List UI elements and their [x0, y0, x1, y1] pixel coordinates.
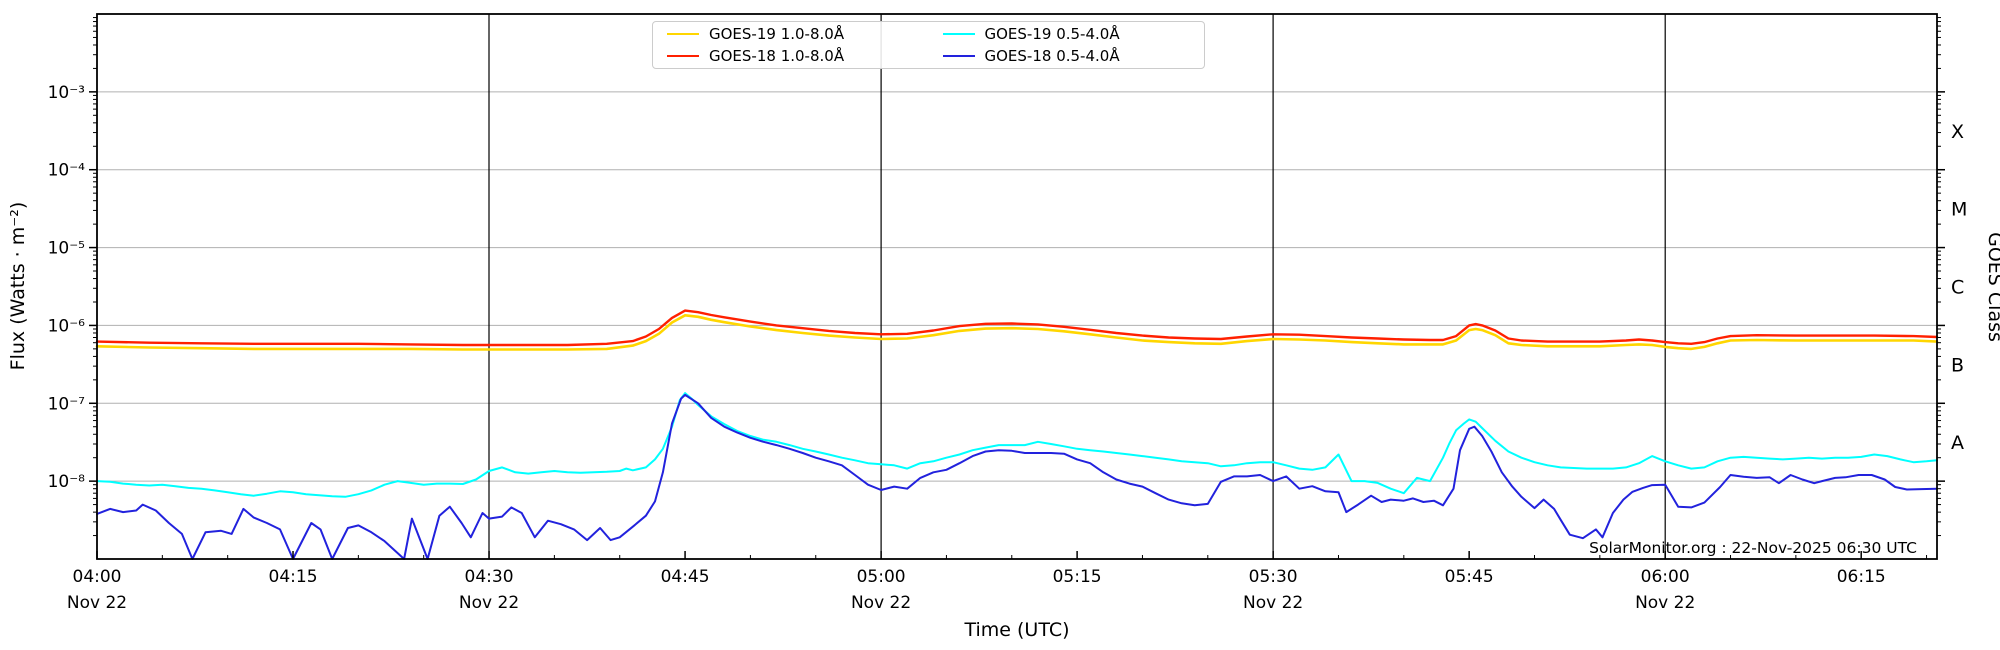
legend-label: GOES-19 1.0-8.0Å [709, 25, 845, 43]
axes-spines [96, 13, 1938, 560]
axis-tick-labels: 10⁻³ 10⁻⁴ 10⁻⁵ 10⁻⁶ 10⁻⁷ 10⁻⁸ 04:00 Nov 22 04:15… [48, 83, 1968, 613]
x-tick-label: 06:00 [1641, 567, 1690, 587]
x-tick-label: 05:30 [1249, 567, 1298, 587]
y-tick-label: 10⁻⁶ [48, 316, 86, 336]
y-axis-title-left: Flux (Watts · m⁻²) [7, 202, 29, 371]
legend-item-goes18-short: GOES-18 0.5-4.0Å [942, 47, 1191, 66]
y-axis-title-right: GOES Class [1984, 232, 2000, 342]
y-tick-label: 10⁻⁵ [48, 239, 85, 259]
gridlines [97, 91, 1937, 482]
x-tick-label: 05:00 [857, 567, 906, 587]
axis-ticks [89, 17, 1945, 559]
plot-border [96, 13, 1938, 560]
x-axis-title: Time (UTC) [963, 619, 1069, 641]
x-tick-date-label: Nov 22 [851, 593, 911, 613]
goes-class-label-b: B [1951, 354, 1964, 376]
y-tick-label: 10⁻³ [48, 83, 85, 103]
legend-item-goes19-long: GOES-19 1.0-8.0Å [667, 25, 915, 44]
legend-label: GOES-18 1.0-8.0Å [709, 47, 845, 65]
x-tick-label: 04:45 [661, 567, 710, 587]
x-tick-date-label: Nov 22 [1635, 593, 1695, 613]
x-tick-label: 04:00 [73, 567, 122, 587]
y-tick-label: 10⁻⁷ [48, 394, 86, 414]
x-tick-label: 06:15 [1837, 567, 1886, 587]
goes-class-label-a: A [1951, 432, 1964, 454]
watermark-text: SolarMonitor.org : 22-Nov-2025 06:30 UTC [1589, 539, 1917, 557]
legend: GOES-19 1.0-8.0Å GOES-18 1.0-8.0Å GOES-1… [652, 21, 1205, 69]
series-line-goes19-short [96, 392, 1938, 498]
y-tick-label: 10⁻⁸ [48, 472, 86, 492]
goes-class-label-c: C [1951, 277, 1964, 299]
legend-column-2: GOES-19 0.5-4.0Å GOES-18 0.5-4.0Å [942, 25, 1191, 66]
series-line-goes18-long [95, 309, 1939, 347]
legend-swatch-cyan-line-icon [942, 33, 975, 35]
goes-class-label-x: X [1951, 121, 1964, 143]
series-line-goes18-short [96, 393, 1938, 560]
x-tick-date-label: Nov 22 [1243, 593, 1303, 613]
x-tick-label: 05:45 [1445, 567, 1494, 587]
series-line-goes19-long [95, 313, 1939, 351]
x-tick-label: 04:30 [465, 567, 514, 587]
y-tick-label: 10⁻⁴ [48, 161, 86, 181]
goes-class-label-m: M [1951, 199, 1967, 221]
legend-label: GOES-18 0.5-4.0Å [984, 47, 1120, 65]
flux-series [95, 309, 1939, 560]
x-tick-label: 04:15 [269, 567, 318, 587]
legend-column-1: GOES-19 1.0-8.0Å GOES-18 1.0-8.0Å [667, 25, 915, 66]
legend-item-goes18-long: GOES-18 1.0-8.0Å [667, 47, 915, 66]
legend-item-goes19-short: GOES-19 0.5-4.0Å [942, 25, 1191, 44]
x-tick-date-label: Nov 22 [67, 593, 127, 613]
x-tick-date-label: Nov 22 [459, 593, 519, 613]
legend-swatch-red-line-icon [667, 55, 699, 57]
legend-label: GOES-19 0.5-4.0Å [984, 25, 1120, 43]
x-tick-label: 05:15 [1053, 567, 1102, 587]
legend-swatch-yellow-line-icon [667, 33, 699, 35]
legend-swatch-blue-line-icon [942, 55, 975, 57]
vertical-time-lines [488, 14, 1666, 559]
